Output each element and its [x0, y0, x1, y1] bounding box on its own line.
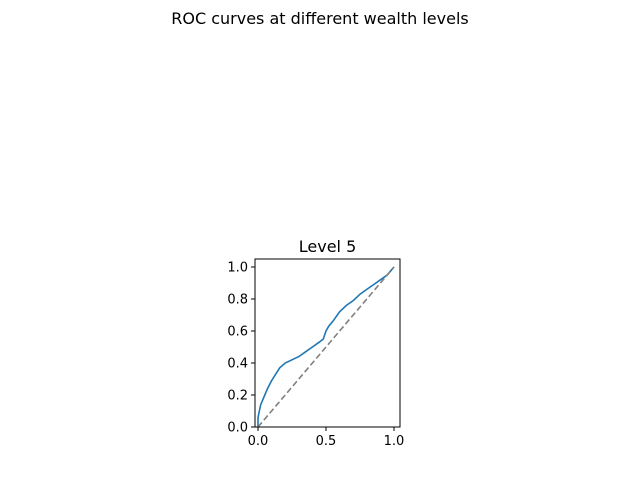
y-tick-label: 0.6 [227, 325, 248, 340]
y-tick-label: 0.0 [227, 421, 248, 436]
figure-title: ROC curves at different wealth levels [171, 9, 468, 28]
y-tick-label: 0.4 [227, 357, 248, 372]
y-tick-label: 0.8 [227, 293, 248, 308]
x-tick-label: 1.0 [384, 434, 405, 449]
axes-frame [254, 258, 401, 428]
y-tick-label: 0.2 [227, 389, 248, 404]
axes-title: Level 5 [299, 237, 357, 256]
diagonal-reference-line [257, 266, 395, 428]
roc-curve-line [257, 266, 395, 427]
x-tick-label: 0.5 [316, 434, 337, 449]
plot-area [257, 266, 395, 428]
y-tick-label: 1.0 [227, 261, 248, 276]
axis-ticks: 0.0 0.5 1.0 0.0 0.2 0.4 0.6 0.8 1.0 [227, 261, 404, 450]
x-tick-label: 0.0 [248, 434, 269, 449]
